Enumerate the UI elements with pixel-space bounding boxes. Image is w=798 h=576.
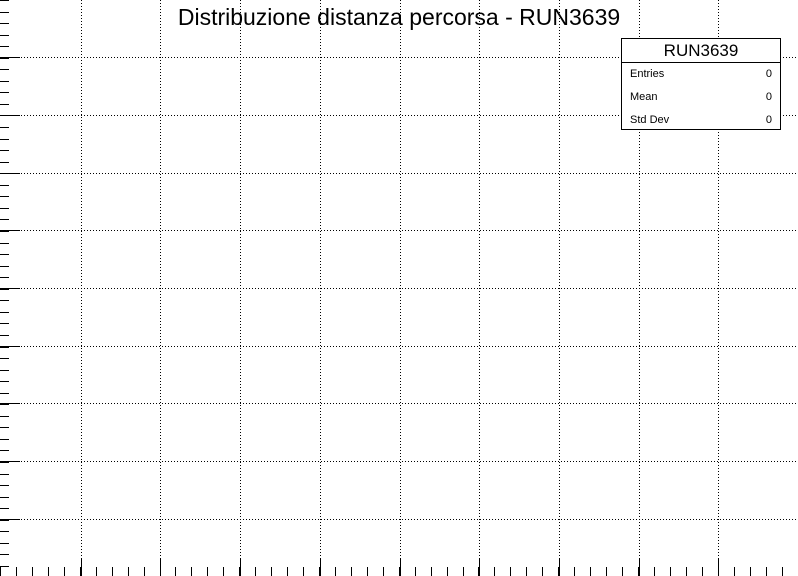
stat-value-mean: 0 [765,91,772,103]
stat-label-stddev: Std Dev [630,114,670,126]
x-axis [0,558,783,576]
stats-box: RUN3639 Entries 0 Mean 0 Std Dev 0 [621,38,781,130]
stat-label-entries: Entries [630,68,665,80]
stats-box-title: RUN3639 [622,39,780,63]
stat-value-stddev: 0 [765,114,772,126]
y-axis [0,0,20,567]
stat-row-entries: Entries 0 [622,63,780,86]
chart-title: Distribuzione distanza percorsa - RUN363… [177,4,621,30]
stat-label-mean: Mean [630,91,658,103]
stat-value-entries: 0 [765,68,772,80]
stat-row-stddev: Std Dev 0 [622,109,780,132]
stat-row-mean: Mean 0 [622,86,780,109]
